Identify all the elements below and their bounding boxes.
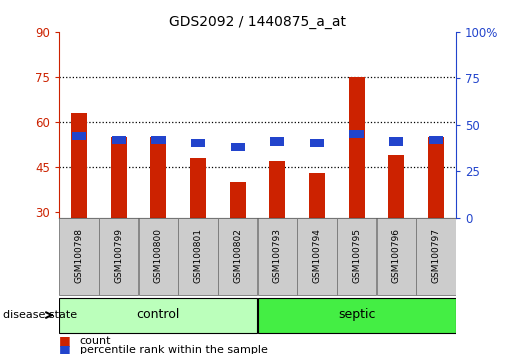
Bar — [258, 297, 456, 333]
Text: GSM100794: GSM100794 — [313, 228, 321, 282]
Text: control: control — [136, 308, 180, 321]
Text: ■: ■ — [59, 334, 71, 347]
Text: GSM100793: GSM100793 — [273, 228, 282, 282]
Text: GSM100799: GSM100799 — [114, 228, 123, 282]
Bar — [112, 136, 126, 144]
Bar — [349, 77, 365, 218]
Bar — [139, 218, 178, 295]
Text: GSM100796: GSM100796 — [392, 228, 401, 282]
Text: percentile rank within the sample: percentile rank within the sample — [80, 345, 268, 354]
Bar — [350, 130, 364, 138]
Text: GSM100795: GSM100795 — [352, 228, 361, 282]
Bar — [310, 139, 324, 148]
Bar — [416, 218, 456, 295]
Bar — [111, 137, 127, 218]
Bar — [429, 136, 443, 144]
Bar — [309, 173, 325, 218]
Bar — [231, 143, 245, 151]
Bar — [258, 218, 297, 295]
Bar — [337, 218, 376, 295]
Bar — [71, 113, 87, 218]
Bar — [178, 218, 218, 295]
Bar — [218, 218, 258, 295]
Bar — [59, 218, 99, 295]
Bar — [388, 155, 404, 218]
Bar — [150, 137, 166, 218]
Text: ■: ■ — [59, 343, 71, 354]
Bar — [191, 139, 205, 148]
Text: septic: septic — [338, 308, 375, 321]
Bar — [269, 161, 285, 218]
Bar — [190, 158, 206, 218]
Bar — [297, 218, 337, 295]
Bar — [151, 136, 165, 144]
Text: GSM100800: GSM100800 — [154, 228, 163, 282]
Bar — [270, 137, 284, 145]
Bar — [230, 182, 246, 218]
Bar — [389, 137, 403, 145]
Text: GSM100798: GSM100798 — [75, 228, 83, 282]
Text: GSM100797: GSM100797 — [432, 228, 440, 282]
Text: count: count — [80, 336, 111, 346]
Text: GSM100801: GSM100801 — [194, 228, 202, 282]
Bar — [59, 297, 258, 333]
Title: GDS2092 / 1440875_a_at: GDS2092 / 1440875_a_at — [169, 16, 346, 29]
Bar — [72, 132, 86, 140]
Bar — [428, 137, 444, 218]
Bar — [99, 218, 139, 295]
Bar — [376, 218, 416, 295]
Text: GSM100802: GSM100802 — [233, 228, 242, 282]
Text: disease state: disease state — [3, 310, 77, 320]
